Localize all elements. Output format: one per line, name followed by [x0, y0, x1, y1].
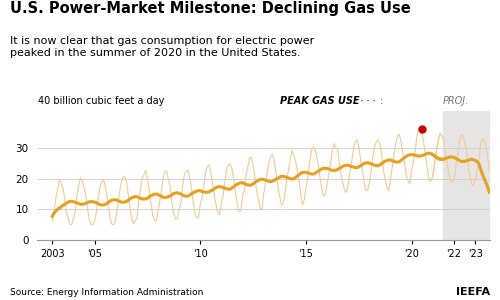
Text: It is now clear that gas consumption for electric power
peaked in the summer of : It is now clear that gas consumption for…	[10, 36, 314, 58]
Text: Source: Energy Information Administration: Source: Energy Information Administratio…	[10, 288, 203, 297]
Text: PROJ.: PROJ.	[442, 97, 469, 106]
Text: IEEFA: IEEFA	[456, 287, 490, 297]
Text: · · · · ·: · · · · ·	[348, 97, 375, 106]
Text: 40 billion cubic feet a day: 40 billion cubic feet a day	[38, 97, 164, 106]
Point	[418, 127, 426, 132]
Text: PEAK GAS USE: PEAK GAS USE	[280, 97, 359, 106]
Text: U.S. Power-Market Milestone: Declining Gas Use: U.S. Power-Market Milestone: Declining G…	[10, 2, 411, 16]
Text: :: :	[380, 96, 384, 106]
Bar	[444, 111, 500, 240]
